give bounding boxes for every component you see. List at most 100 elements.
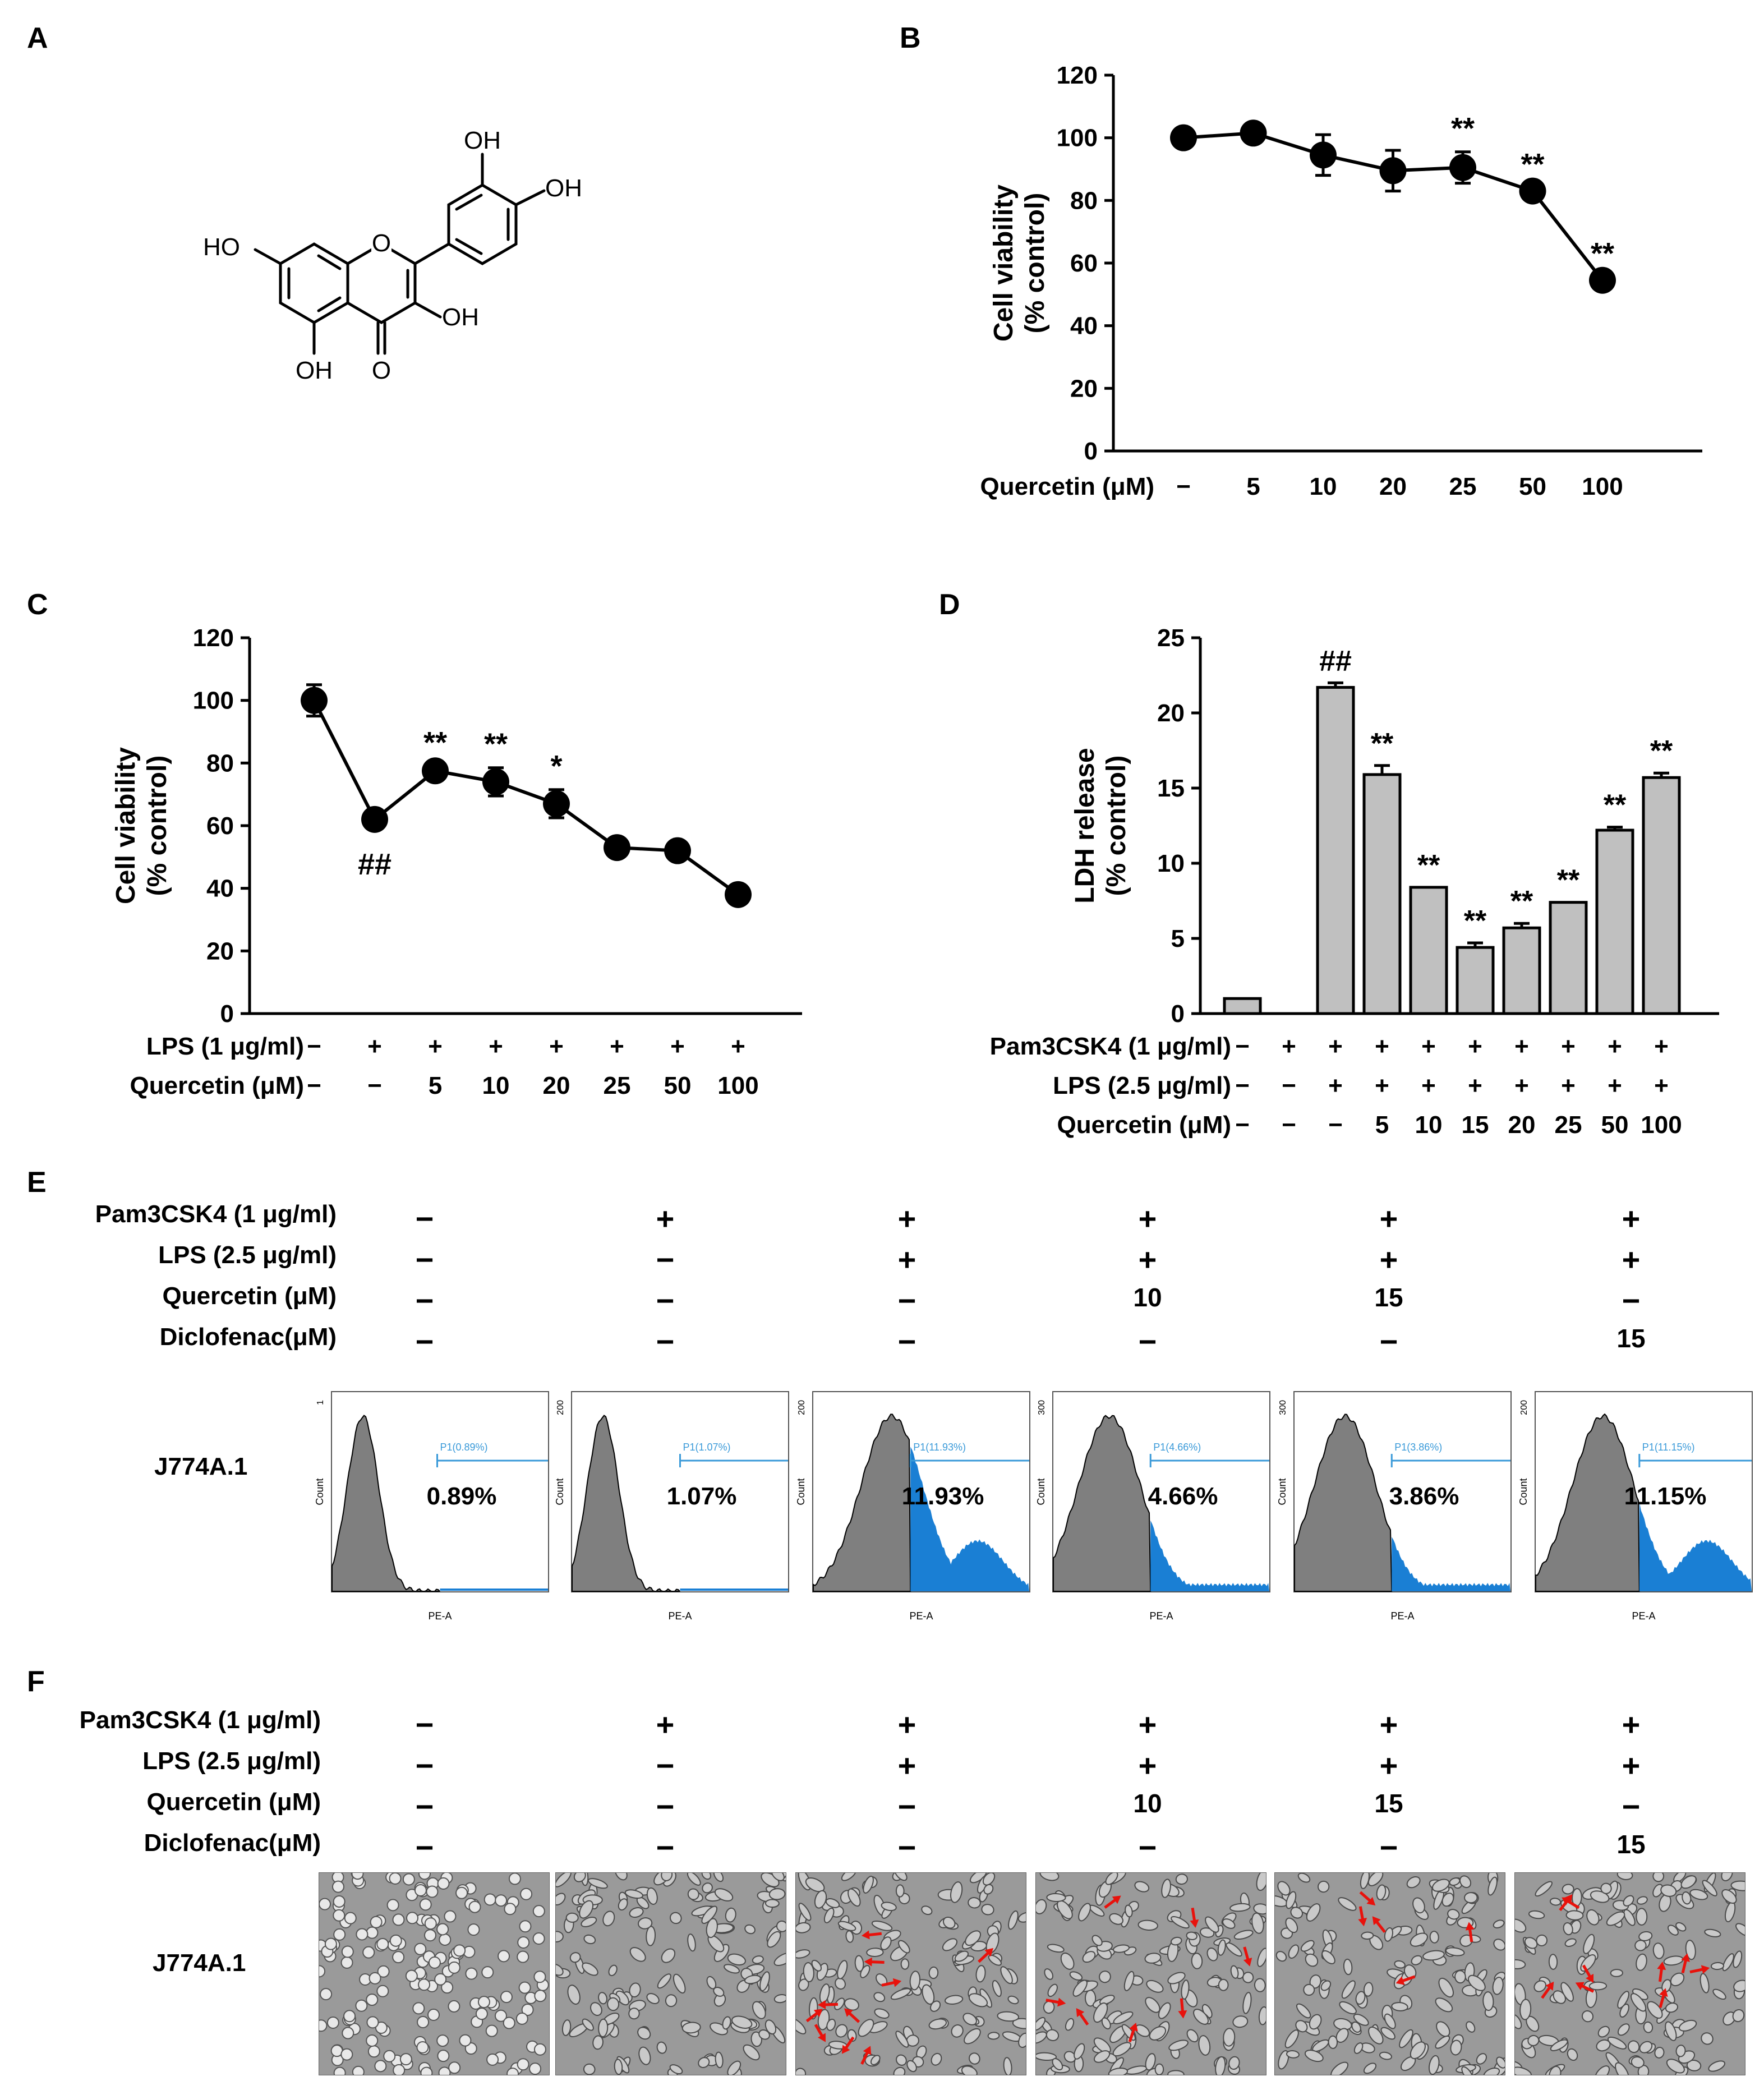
cell bbox=[1295, 2020, 1308, 2033]
cell bbox=[416, 2041, 429, 2054]
cell bbox=[468, 1900, 481, 1913]
condition-value: − bbox=[415, 1201, 434, 1236]
gate-label: P1(1.07%) bbox=[683, 1442, 731, 1453]
cell bbox=[352, 2065, 365, 2075]
cell bbox=[1637, 1896, 1648, 1905]
condition-value: + bbox=[1282, 1033, 1296, 1060]
micrograph bbox=[1514, 1872, 1745, 2075]
cell bbox=[871, 1920, 893, 1931]
condition-value: + bbox=[1514, 1072, 1529, 1099]
cell bbox=[773, 1952, 786, 1966]
cell bbox=[356, 1928, 369, 1941]
y-axis-label: Count bbox=[795, 1478, 807, 1505]
cell bbox=[661, 1873, 673, 1881]
x-axis-label: PE-A bbox=[1390, 1610, 1414, 1622]
data-point bbox=[725, 881, 752, 908]
cell bbox=[1300, 1940, 1315, 1952]
cell bbox=[1353, 2014, 1369, 2026]
condition-value: − bbox=[1235, 1072, 1250, 1099]
cell bbox=[1304, 2050, 1324, 2062]
cell bbox=[1376, 1884, 1387, 1900]
y-tick-label: 0 bbox=[220, 1000, 234, 1028]
condition-value: − bbox=[897, 1324, 916, 1359]
condition-value: − bbox=[1622, 1789, 1641, 1824]
y-tick-label: 100 bbox=[1057, 125, 1098, 152]
cell bbox=[890, 1988, 911, 2000]
cell bbox=[518, 1981, 531, 1994]
cell bbox=[437, 2050, 450, 2062]
condition-value: − bbox=[1138, 1830, 1157, 1865]
cell bbox=[646, 1926, 656, 1946]
cell bbox=[944, 1995, 964, 2005]
cell bbox=[637, 2027, 651, 2040]
cell bbox=[1060, 1952, 1075, 1970]
cell bbox=[796, 1949, 810, 1959]
x-axis-label: PE-A bbox=[428, 1610, 452, 1622]
micrograph bbox=[1035, 1872, 1266, 2075]
condition-value: + bbox=[1138, 1748, 1157, 1783]
cell bbox=[1217, 1939, 1226, 1956]
cell bbox=[483, 1893, 496, 1906]
cell bbox=[1441, 1893, 1454, 1907]
condition-value: + bbox=[897, 1707, 916, 1742]
percentage-label: 3.86% bbox=[1389, 1483, 1459, 1510]
cell bbox=[1429, 1931, 1439, 1944]
cell bbox=[477, 1996, 490, 2009]
cell bbox=[1082, 1951, 1096, 1963]
cell bbox=[392, 1951, 405, 1964]
cell bbox=[1476, 2053, 1487, 2065]
x-axis-label: PE-A bbox=[909, 1610, 933, 1622]
cell bbox=[333, 1895, 346, 1908]
cell bbox=[1253, 1903, 1266, 1915]
cell bbox=[873, 1992, 886, 2002]
cell-line-label: J774A.1 bbox=[153, 1949, 246, 1977]
y-axis-label-line: (% control) bbox=[142, 756, 172, 896]
cell bbox=[1597, 2025, 1610, 2038]
significance-label: ** bbox=[1510, 885, 1533, 918]
cell bbox=[895, 1884, 905, 1898]
cell bbox=[835, 1977, 846, 1990]
cell bbox=[1363, 1982, 1374, 1997]
cell bbox=[722, 2016, 731, 2030]
x-tick-label: 100 bbox=[1582, 473, 1623, 500]
micrograph bbox=[555, 1872, 786, 2075]
chart-b-cell-viability: 0 20 40 60 80 100 120 Cell viability(% control)… bbox=[980, 62, 1702, 500]
condition-value: + bbox=[897, 1242, 916, 1277]
cell bbox=[1198, 2035, 1211, 2056]
condition-row-label: LPS (2.5 μg/ml) bbox=[1053, 1072, 1231, 1099]
bar bbox=[1642, 776, 1681, 1015]
arrow-icon bbox=[1104, 1895, 1121, 1909]
y-tick-label: 60 bbox=[1070, 250, 1098, 277]
cell bbox=[629, 1947, 646, 1962]
cell bbox=[1384, 1927, 1393, 1942]
condition-value: − bbox=[307, 1033, 321, 1060]
flow-histogram: P1(11.15%) 11.15% PE-A Count 200 bbox=[1518, 1391, 1753, 1622]
data-point bbox=[301, 687, 328, 714]
cell bbox=[771, 1873, 785, 1881]
cell bbox=[1353, 2042, 1364, 2054]
bar bbox=[1502, 926, 1541, 1015]
cell bbox=[448, 2061, 461, 2074]
y-axis-label: Cell viability(% control) bbox=[111, 747, 172, 904]
cell bbox=[520, 1887, 533, 1900]
condition-value: − bbox=[1379, 1830, 1398, 1865]
cell bbox=[1296, 2003, 1311, 2019]
condition-value: + bbox=[1328, 1033, 1343, 1060]
cell bbox=[823, 1907, 835, 1923]
cell bbox=[702, 1882, 713, 1894]
y-tick-label: 20 bbox=[206, 937, 234, 965]
condition-value: − bbox=[656, 1789, 675, 1824]
micrograph bbox=[1274, 1872, 1505, 2075]
cell bbox=[1666, 2059, 1685, 2074]
cell bbox=[367, 2045, 380, 2058]
condition-value: 10 bbox=[1133, 1283, 1162, 1312]
cell bbox=[343, 2010, 356, 2023]
cell bbox=[1351, 2021, 1361, 2033]
cell bbox=[495, 1894, 508, 1907]
cell bbox=[848, 1888, 861, 1907]
percentage-label: 0.89% bbox=[427, 1483, 497, 1510]
cell bbox=[428, 1956, 441, 1969]
cell bbox=[950, 1881, 963, 1903]
cell bbox=[1065, 2018, 1075, 2031]
cell bbox=[426, 1885, 439, 1898]
